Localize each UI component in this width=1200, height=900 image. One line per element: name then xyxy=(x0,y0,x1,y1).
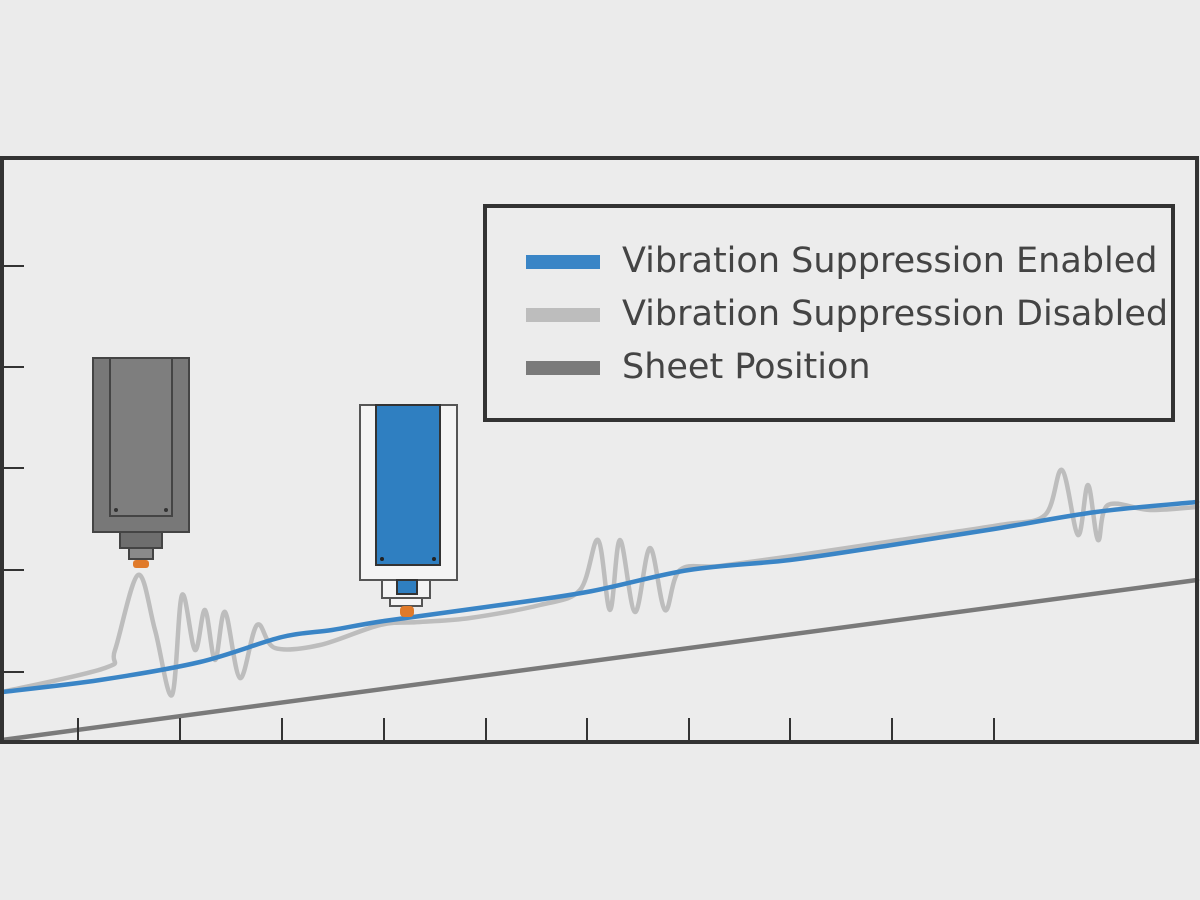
legend-label: Sheet Position xyxy=(622,347,871,387)
head-panel xyxy=(109,357,173,517)
nozzle-tip xyxy=(133,560,149,568)
legend-label: Vibration Suppression Disabled xyxy=(622,294,1168,334)
plot xyxy=(0,467,1200,743)
legend-label: Vibration Suppression Enabled xyxy=(622,241,1157,281)
screw xyxy=(380,557,384,561)
plot-frame xyxy=(0,156,1199,744)
series-line xyxy=(0,577,1200,743)
screw xyxy=(432,557,436,561)
blue-head xyxy=(359,404,458,617)
head-nozzle xyxy=(128,547,154,560)
gray-head xyxy=(92,357,190,568)
head-nozzle xyxy=(396,579,418,595)
legend: Vibration Suppression Enabled Vibration S… xyxy=(483,204,1175,422)
series-line xyxy=(0,467,1200,698)
nozzle-tip xyxy=(400,606,414,617)
screw xyxy=(114,508,118,512)
series-line xyxy=(0,499,1200,695)
head-nozzle xyxy=(389,597,423,607)
head-panel xyxy=(375,404,441,566)
screw xyxy=(164,508,168,512)
head-base xyxy=(119,531,163,549)
